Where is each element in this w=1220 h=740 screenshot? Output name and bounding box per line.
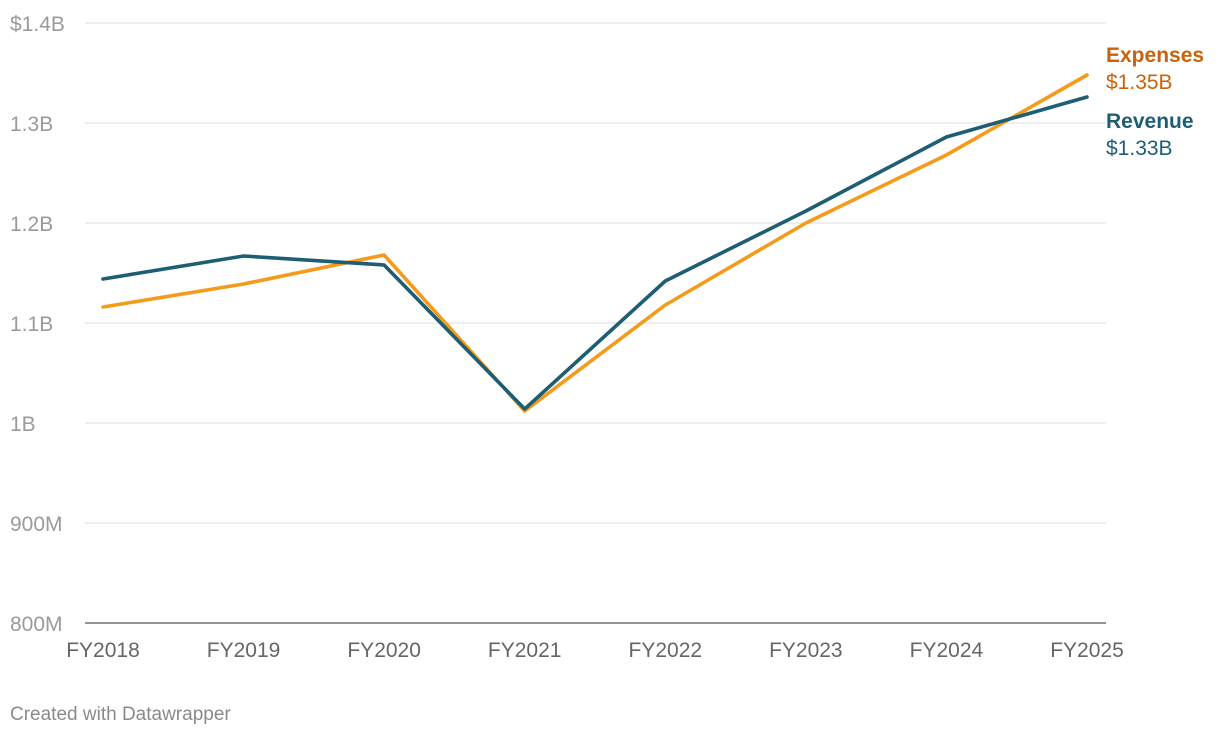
credit-text: Created with Datawrapper <box>10 704 231 725</box>
y-axis-tick-labels: $1.4B 1.3B 1.2B 1.1B 1B 900M 800M <box>10 13 65 636</box>
series-line-expenses <box>101 73 1089 413</box>
y-tick-label: $1.4B <box>10 13 65 36</box>
x-tick-label: FY2021 <box>488 639 562 662</box>
x-tick-label: FY2024 <box>910 639 984 662</box>
y-tick-label: 1.3B <box>10 113 53 136</box>
y-tick-label: 1B <box>10 413 36 436</box>
x-tick-label: FY2018 <box>66 639 140 662</box>
series-label-expenses: Expenses <box>1106 44 1204 67</box>
x-tick-label: FY2019 <box>207 639 281 662</box>
series-end-value-expenses: $1.35B <box>1106 71 1173 94</box>
series-line-revenue <box>101 95 1089 411</box>
y-tick-label: 900M <box>10 513 63 536</box>
series-end-value-revenue: $1.33B <box>1106 137 1173 160</box>
y-tick-label: 1.1B <box>10 313 53 336</box>
x-tick-label: FY2023 <box>769 639 843 662</box>
x-tick-label: FY2022 <box>629 639 703 662</box>
series-label-revenue: Revenue <box>1106 110 1194 133</box>
y-tick-label: 1.2B <box>10 213 53 236</box>
y-tick-label: 800M <box>10 613 63 636</box>
x-tick-label: FY2020 <box>347 639 421 662</box>
series-end-labels: Revenue $1.33B Expenses $1.35B <box>1106 44 1204 160</box>
series-lines <box>101 73 1089 413</box>
x-axis-tick-labels: FY2018 FY2019 FY2020 FY2021 FY2022 FY2023 FY20… <box>66 639 1124 662</box>
x-tick-label: FY2025 <box>1050 639 1124 662</box>
gridlines <box>85 22 1106 624</box>
